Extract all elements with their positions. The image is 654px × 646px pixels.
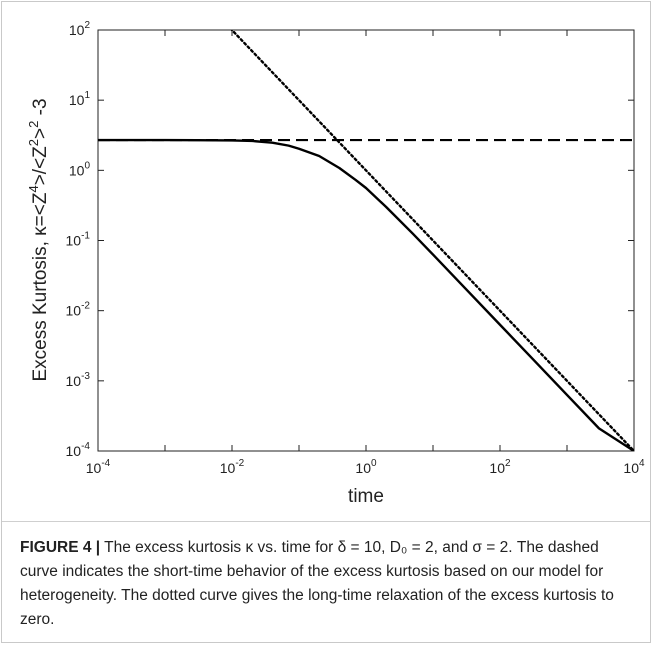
y-tick-exponent: 1 xyxy=(84,90,90,101)
x-tick-base: 10 xyxy=(220,460,236,476)
y-tick-base: 10 xyxy=(69,22,85,38)
y-axis-label-part-4: -3 xyxy=(30,98,51,120)
x-tick-label: 10-4 xyxy=(86,458,111,476)
y-tick-label: 101 xyxy=(69,90,91,108)
y-tick-exponent: 2 xyxy=(84,20,90,31)
y-tick-label: 100 xyxy=(69,160,91,178)
x-tick-label: 100 xyxy=(355,458,377,476)
x-tick-label: 102 xyxy=(489,458,511,476)
y-axis-label-part-3: > xyxy=(30,128,51,139)
x-tick-exponent: 0 xyxy=(371,458,377,469)
caption-divider xyxy=(2,521,650,522)
y-tick-base: 10 xyxy=(66,443,82,459)
x-tick-base: 10 xyxy=(86,460,102,476)
y-axis-label-part-1: Excess Kurtosis, κ=<Z xyxy=(30,192,51,381)
x-tick-base: 10 xyxy=(623,460,639,476)
y-tick-label: 10-2 xyxy=(66,301,91,319)
y-tick-label: 102 xyxy=(69,20,91,38)
x-tick-base: 10 xyxy=(489,460,505,476)
y-tick-base: 10 xyxy=(66,303,82,319)
series-layer xyxy=(98,30,634,451)
x-tick-exponent: 2 xyxy=(505,458,511,469)
x-tick-label: 104 xyxy=(623,458,645,476)
x-tick-exponent: -2 xyxy=(235,458,244,469)
figure-caption: FIGURE 4 | The excess kurtosis κ vs. tim… xyxy=(20,536,636,632)
x-axis-label: time xyxy=(348,486,384,507)
caption-text: The excess kurtosis κ vs. time for δ = 1… xyxy=(20,539,614,628)
y-axis-label: Excess Kurtosis, κ=<Z4>/<Z2>2 -3 xyxy=(26,98,51,381)
y-axis-label-sup-2: 2 xyxy=(26,139,41,146)
x-tick-base: 10 xyxy=(355,460,371,476)
x-tick-label: 10-2 xyxy=(220,458,245,476)
x-tick-exponent: 4 xyxy=(639,458,645,469)
y-tick-exponent: -4 xyxy=(81,441,90,452)
y-tick-exponent: -1 xyxy=(81,231,90,242)
x-tick-exponent: -4 xyxy=(101,458,110,469)
kurtosis-chart: 10-4 10-2 100 102 10410210110010-110-210-310… xyxy=(26,20,645,507)
y-tick-base: 10 xyxy=(69,92,85,108)
tick-labels: 10-4 10-2 100 102 10410210110010-110-210-310… xyxy=(66,20,645,476)
plot-area xyxy=(97,29,635,452)
y-tick-base: 10 xyxy=(66,373,82,389)
y-tick-exponent: 0 xyxy=(84,160,90,171)
y-axis-label-sup-1: 4 xyxy=(26,185,41,192)
y-tick-base: 10 xyxy=(69,162,85,178)
y-tick-base: 10 xyxy=(66,233,82,249)
y-tick-exponent: -3 xyxy=(81,371,90,382)
series-solid-line xyxy=(98,138,634,451)
series-dotted-line xyxy=(230,30,634,451)
y-tick-exponent: -2 xyxy=(81,301,90,312)
y-tick-label: 10-3 xyxy=(66,371,91,389)
caption-label: FIGURE 4 | xyxy=(20,539,101,556)
y-tick-label: 10-4 xyxy=(66,441,91,459)
y-tick-label: 10-1 xyxy=(66,231,91,249)
y-axis-label-part-2: >/<Z xyxy=(30,146,51,185)
y-axis-label-sup-3: 2 xyxy=(26,121,41,128)
